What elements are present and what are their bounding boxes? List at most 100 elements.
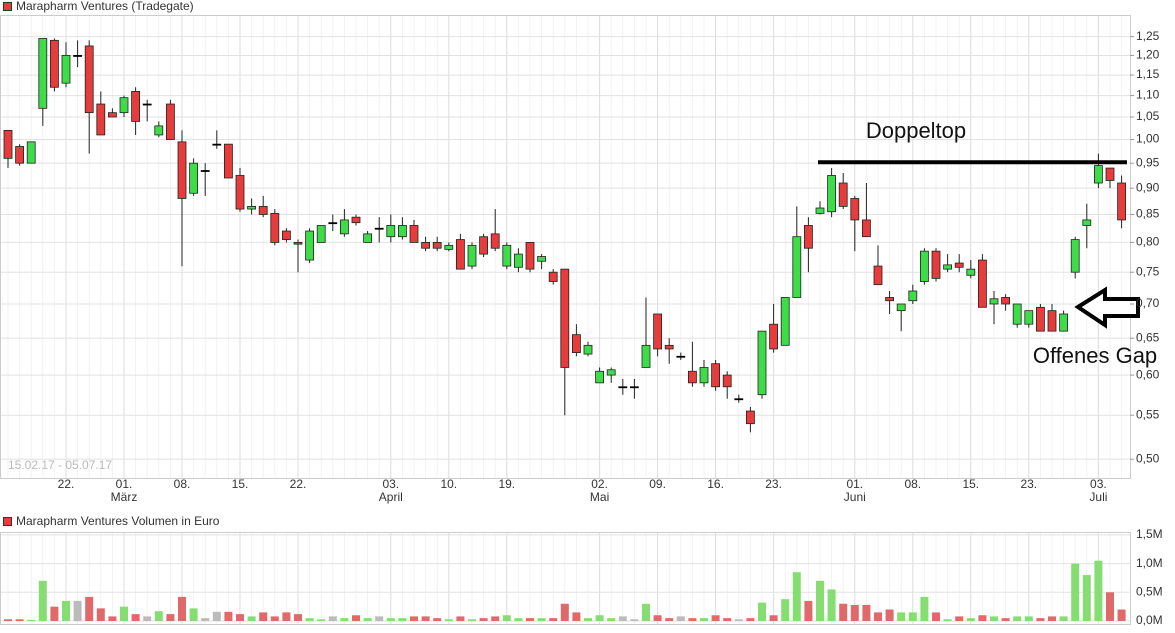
volume-bar: [862, 604, 871, 621]
volume-bar: [154, 611, 163, 621]
y-tick-label: 1,5M: [1136, 527, 1163, 541]
price-frame: [0, 15, 1131, 479]
volume-bar: [537, 618, 546, 621]
candle-body: [479, 236, 489, 255]
candle-body: [73, 55, 82, 57]
x-month-label: Juni: [844, 490, 866, 504]
volume-bar: [1094, 560, 1103, 621]
volume-bar: [1082, 575, 1091, 621]
volume-bar: [746, 618, 755, 621]
candle-body: [838, 182, 848, 207]
candle-body: [885, 297, 894, 302]
volume-bar: [908, 612, 917, 621]
y-tick-label: 0,95: [1136, 155, 1160, 169]
x-tick-label: 10.: [440, 477, 457, 491]
candle-body: [1070, 239, 1080, 273]
candle-body: [293, 242, 303, 245]
volume-bar: [305, 618, 314, 621]
candle-body: [1094, 165, 1103, 184]
x-tick-label: 01.: [116, 477, 133, 491]
candle-body: [653, 313, 662, 350]
candle-body: [688, 370, 697, 384]
candle-body: [792, 236, 802, 298]
volume-bar: [479, 618, 488, 621]
volume-bar: [839, 603, 848, 621]
x-tick-label: 16.: [707, 477, 724, 491]
volume-bar: [62, 600, 70, 621]
candle-body: [328, 222, 338, 225]
volume-bar: [270, 616, 279, 621]
x-tick-label: 02.: [591, 477, 608, 491]
volume-bar: [15, 619, 24, 621]
volume-bar: [282, 612, 291, 621]
candle-body: [108, 112, 117, 118]
candle-body: [757, 330, 767, 396]
volume-bar: [166, 614, 175, 621]
y-tick-label: 1,15: [1136, 67, 1160, 81]
candle-body: [780, 297, 790, 346]
volume-bar: [85, 596, 94, 621]
candle-body: [223, 143, 233, 179]
volume-bar: [676, 616, 685, 621]
volume-bar: [642, 603, 650, 621]
y-tick-label: 1,25: [1136, 29, 1160, 43]
candle-body: [572, 334, 581, 353]
volume-bar: [769, 615, 778, 621]
candle-body: [769, 323, 778, 350]
volume-bar: [96, 608, 105, 621]
volume-bar: [572, 612, 581, 621]
volume-bar: [630, 619, 639, 621]
x-month-label: Mai: [590, 490, 609, 504]
y-tick-label: 1,05: [1136, 109, 1160, 123]
candle-body: [1059, 313, 1068, 332]
volume-bar: [897, 612, 906, 621]
volume-bar: [920, 596, 929, 621]
candle-body: [502, 244, 512, 267]
candle-body: [212, 143, 222, 146]
y-tick-label: 0,50: [1136, 451, 1160, 465]
candle-body: [711, 363, 720, 388]
volume-bar: [955, 616, 964, 621]
candle-body: [270, 212, 280, 243]
candle-body: [815, 207, 825, 214]
candle-body: [873, 265, 883, 286]
candle-body: [84, 45, 94, 114]
candle-body: [3, 129, 13, 159]
volume-bar: [734, 619, 743, 621]
candle-body: [734, 398, 744, 401]
candle-body: [316, 225, 326, 243]
candle-body: [142, 103, 152, 106]
y-tick-label: 0,90: [1136, 180, 1160, 194]
candle-body: [258, 206, 268, 215]
candle-body: [397, 225, 407, 238]
volume-bar: [607, 618, 616, 621]
x-month-label: April: [379, 490, 403, 504]
volume-bar: [1001, 618, 1010, 621]
volume-bar: [758, 602, 766, 621]
candle-body: [1105, 167, 1115, 181]
volume-bar: [143, 616, 152, 621]
candle-body: [374, 227, 384, 230]
candle-body: [862, 219, 871, 238]
candle-body: [200, 170, 210, 172]
candle-body: [444, 244, 454, 250]
volume-bar: [386, 618, 395, 621]
volume-bar: [201, 618, 210, 621]
volume-bar: [224, 611, 233, 621]
volume-bar: [653, 615, 662, 621]
candle-body: [235, 175, 245, 210]
volume-bar: [50, 606, 59, 621]
candle-body: [850, 198, 860, 221]
volume-bar: [502, 615, 511, 621]
x-tick-label: 22.: [58, 477, 75, 491]
candle-body: [583, 344, 593, 355]
candle-body: [131, 90, 141, 122]
volume-bar: [398, 618, 407, 621]
volume-bar: [421, 616, 430, 621]
candle-body: [896, 303, 906, 312]
candle-body: [15, 146, 25, 164]
y-tick-label: 0,80: [1136, 235, 1160, 249]
candle-body: [467, 244, 477, 267]
candle-body: [421, 242, 431, 249]
volume-bar: [1048, 616, 1056, 621]
